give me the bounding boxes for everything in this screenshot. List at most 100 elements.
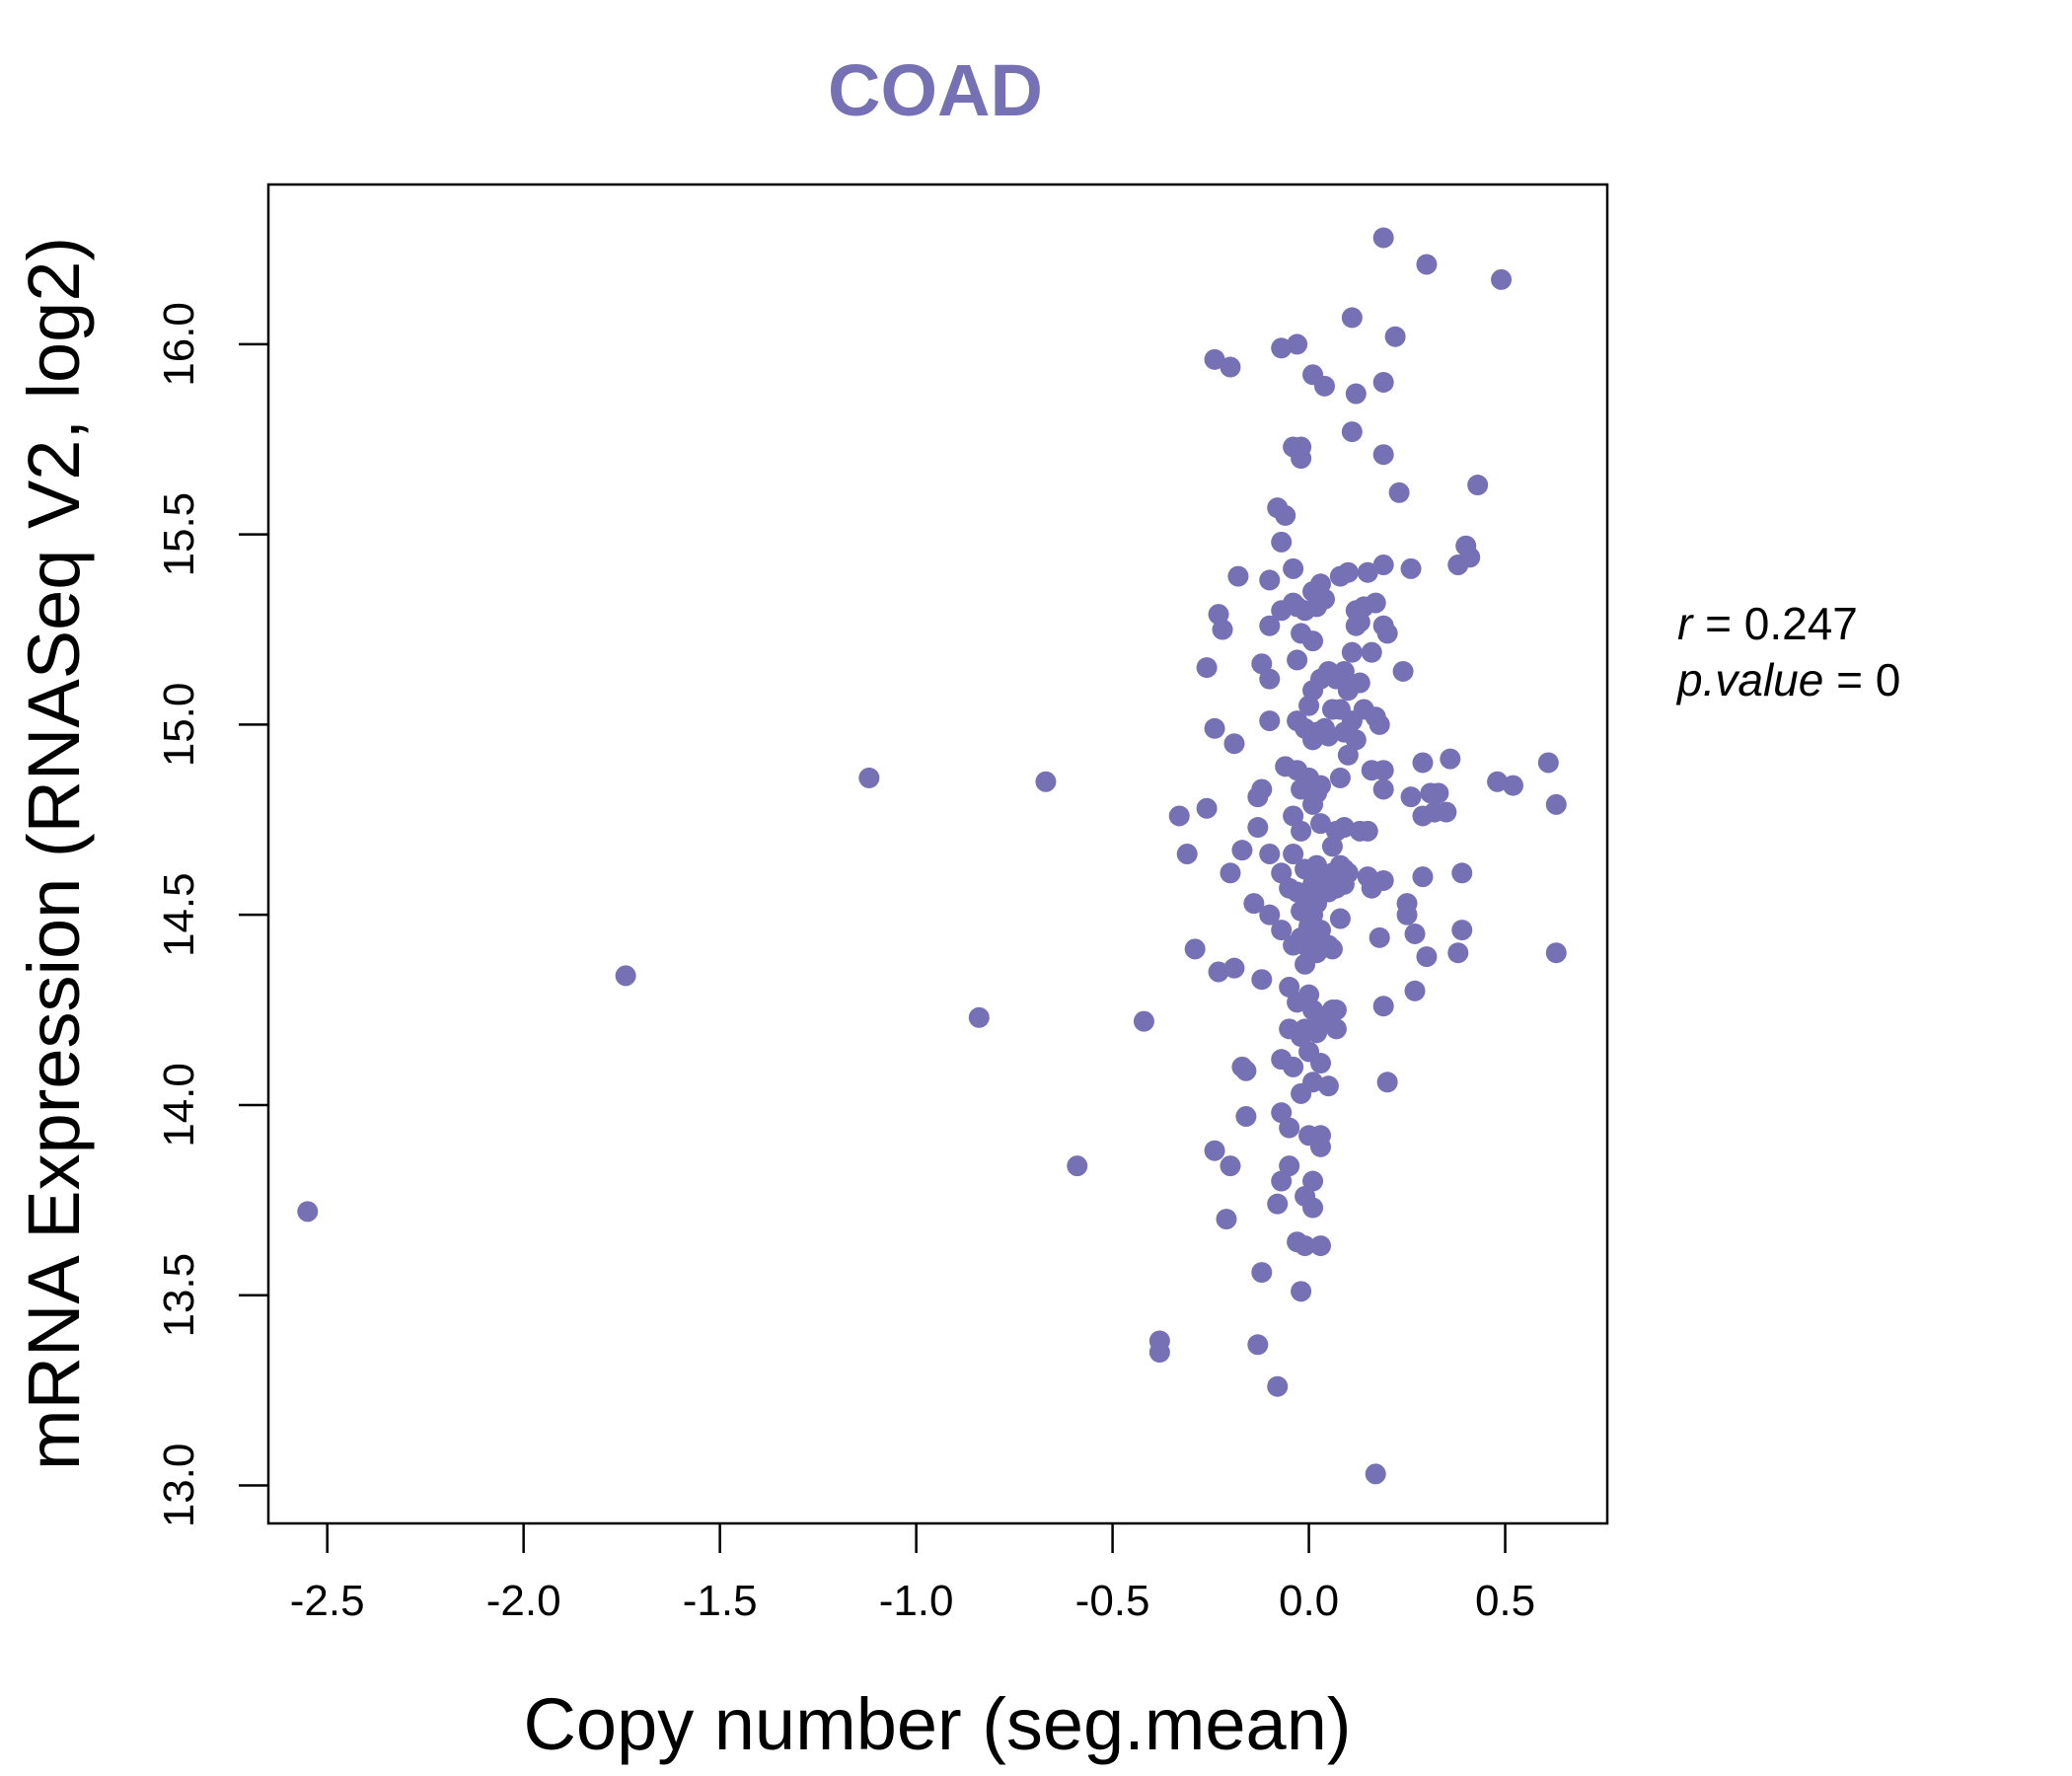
data-point	[1196, 797, 1218, 819]
data-point	[1365, 1463, 1386, 1485]
data-point	[1216, 1209, 1237, 1230]
data-point	[1235, 1106, 1257, 1128]
data-point	[1302, 1197, 1324, 1219]
x-tick-label: -1.5	[683, 1577, 758, 1625]
data-point	[1302, 630, 1324, 652]
p-value: 0	[1876, 654, 1901, 705]
data-point	[1220, 1155, 1241, 1177]
x-tick-label: -1.0	[879, 1577, 954, 1625]
data-point	[1467, 475, 1489, 496]
data-point	[1283, 844, 1304, 864]
data-point	[1259, 615, 1281, 636]
data-point	[1337, 561, 1359, 583]
correlation-annotation: r = 0.247	[1677, 598, 1858, 649]
data-point	[1275, 504, 1296, 526]
data-point	[1440, 748, 1461, 770]
data-point	[1341, 641, 1363, 663]
data-point	[1283, 1056, 1304, 1077]
data-point	[1404, 980, 1426, 1001]
data-point	[1251, 653, 1273, 675]
x-tick-label: -2.0	[486, 1577, 561, 1625]
data-point	[1404, 923, 1426, 944]
data-point	[1176, 844, 1198, 864]
data-point	[1369, 926, 1390, 948]
data-point	[1291, 436, 1312, 458]
data-point	[1251, 969, 1273, 991]
data-point	[1223, 733, 1245, 755]
x-tick-label: 0.0	[1279, 1577, 1339, 1625]
data-point	[1223, 957, 1245, 979]
data-point	[1235, 1060, 1257, 1081]
data-point	[1309, 1235, 1331, 1257]
x-axis: -2.5 -2.0 -1.5 -1.0 -0.5 0.0 0.5	[290, 1523, 1535, 1625]
data-point	[1231, 840, 1253, 861]
data-point	[615, 965, 636, 987]
p-label: p.value	[1675, 654, 1823, 705]
data-point	[1313, 588, 1335, 610]
data-point	[1259, 710, 1281, 732]
data-point	[1329, 767, 1351, 788]
data-point	[1349, 672, 1370, 694]
data-point	[1337, 744, 1359, 766]
pvalue-annotation: p.value = 0	[1675, 654, 1900, 705]
data-point	[1384, 326, 1406, 347]
data-point	[1279, 1155, 1300, 1177]
data-point	[1491, 268, 1513, 290]
data-point	[1271, 337, 1293, 359]
data-point	[1148, 1342, 1170, 1364]
data-point	[1341, 421, 1363, 443]
data-point	[1451, 862, 1473, 884]
data-point	[1400, 786, 1422, 808]
y-tick-label: 13.5	[155, 1253, 203, 1338]
data-point	[1291, 1281, 1312, 1302]
y-tick-label: 15.0	[155, 683, 203, 768]
y-tick-label: 14.5	[155, 872, 203, 957]
x-tick-label: 0.5	[1475, 1577, 1535, 1625]
data-point	[1345, 383, 1367, 405]
data-point	[1333, 817, 1355, 839]
data-point	[1204, 717, 1225, 739]
data-point	[1372, 869, 1394, 891]
data-point	[1220, 356, 1241, 378]
data-point	[1309, 775, 1331, 796]
data-point	[1376, 1072, 1398, 1093]
data-point	[1279, 976, 1300, 998]
data-point	[1357, 561, 1378, 583]
data-point	[1545, 942, 1567, 964]
data-point	[1309, 1136, 1331, 1157]
data-point	[1321, 938, 1343, 960]
data-point	[1227, 565, 1249, 587]
data-point	[1400, 557, 1422, 579]
data-point	[1247, 817, 1269, 839]
data-point	[1309, 813, 1331, 835]
data-point	[1251, 1262, 1273, 1284]
data-point	[1416, 946, 1438, 968]
points-layer	[297, 227, 1567, 1485]
y-tick-label: 15.5	[155, 492, 203, 577]
data-point	[1372, 444, 1394, 466]
data-point	[297, 1201, 319, 1222]
data-point	[1372, 778, 1394, 800]
data-point	[1372, 227, 1394, 249]
data-point	[1283, 557, 1304, 579]
data-point	[1372, 996, 1394, 1017]
data-point	[1184, 938, 1206, 960]
data-point	[1447, 942, 1469, 964]
plot-frame	[266, 183, 1609, 1525]
data-point	[1287, 333, 1308, 355]
data-point	[1306, 854, 1328, 876]
data-point	[1271, 531, 1293, 553]
data-point	[1388, 481, 1410, 503]
data-point	[1302, 1170, 1324, 1192]
data-point	[1204, 348, 1225, 370]
data-point	[1283, 805, 1304, 827]
data-point	[1302, 1072, 1324, 1093]
data-point	[1376, 623, 1398, 644]
data-point	[1317, 1075, 1339, 1097]
data-point	[1168, 805, 1190, 827]
data-point	[1212, 619, 1233, 640]
data-point	[1204, 1140, 1225, 1161]
data-point	[1259, 904, 1281, 925]
data-point	[1295, 1235, 1316, 1257]
data-point	[1345, 729, 1367, 751]
